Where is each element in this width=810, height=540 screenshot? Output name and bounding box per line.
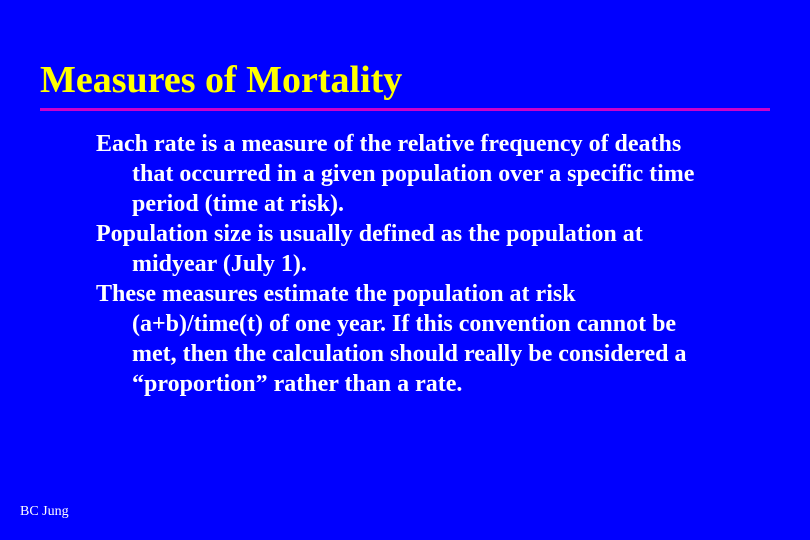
slide-body: Each rate is a measure of the relative f…	[40, 129, 770, 399]
slide: Measures of Mortality Each rate is a mea…	[0, 0, 810, 540]
body-paragraph: Each rate is a measure of the relative f…	[96, 129, 710, 219]
slide-footer: BC Jung	[20, 504, 69, 520]
slide-title: Measures of Mortality	[40, 58, 770, 102]
body-paragraph: These measures estimate the population a…	[96, 279, 710, 399]
title-underline: Measures of Mortality	[40, 58, 770, 111]
body-paragraph: Population size is usually defined as th…	[96, 219, 710, 279]
